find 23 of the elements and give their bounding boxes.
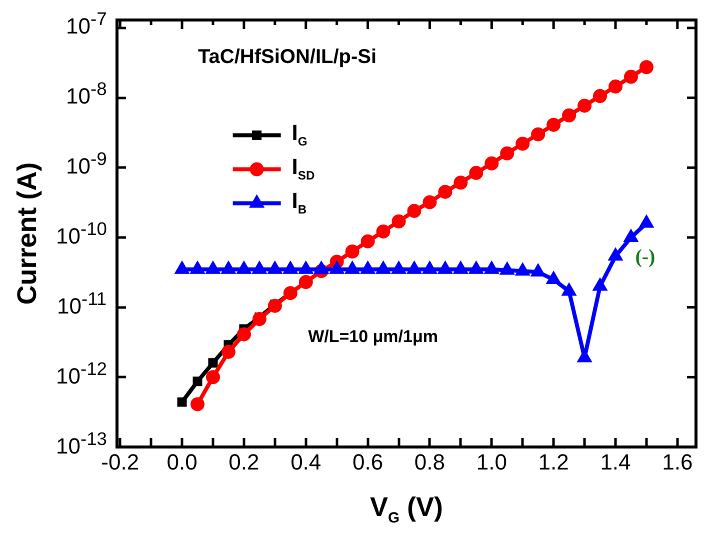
legend-label: I$_{G}$ — [292, 120, 308, 149]
annotation: TaC/HfSiON/IL/p-Si — [198, 46, 377, 69]
text: 1.0 — [476, 449, 507, 474]
y-axis-title: Current (A) — [11, 162, 42, 305]
x-tick-label: 0.6 — [352, 449, 384, 474]
annotation: (-) — [635, 246, 656, 270]
y-tick-label: 10$^{-10}$ — [56, 218, 107, 250]
annotation: W/L=10 μm/1μm — [308, 327, 438, 348]
legend-label: I$_{B}$ — [292, 188, 307, 217]
y-tick-label: 10$^{-12}$ — [56, 358, 107, 389]
x-tick-label: 0.8 — [414, 449, 446, 474]
y-tick-label: 10$^{-9}$ — [66, 148, 107, 180]
x-tick-label: 0.2 — [228, 449, 260, 474]
x-tick-label: 1.4 — [600, 449, 631, 474]
y-tick-label: 10$^{-8}$ — [66, 78, 107, 110]
x-tick-label: 1.2 — [538, 449, 569, 474]
text: 0.0 — [166, 449, 198, 474]
y-tick-label: 10$^{-11}$ — [57, 288, 107, 320]
x-axis-title: V$_{G}$ (V) — [370, 492, 444, 527]
legend-label: I$_{SD}$ — [292, 154, 315, 183]
x-tick-label: 1.6 — [662, 449, 693, 474]
x-tick-label: 0.4 — [290, 449, 322, 474]
y-tick-label: 10$^{-7}$ — [66, 8, 107, 40]
